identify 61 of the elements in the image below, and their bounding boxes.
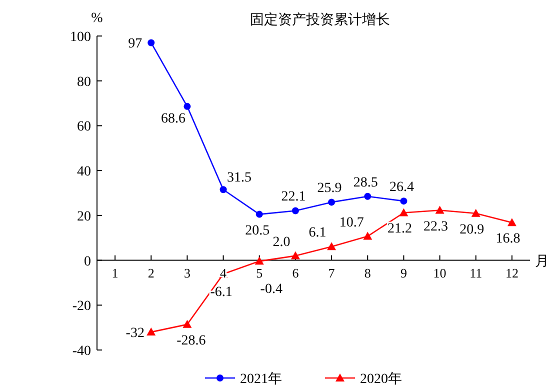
point <box>292 207 299 214</box>
y-tick-label: 20 <box>77 209 91 224</box>
data-label: -0.4 <box>260 282 282 298</box>
y-tick-label: 80 <box>77 74 91 90</box>
point <box>363 232 372 240</box>
data-label: 22.1 <box>281 190 306 205</box>
legend-label: 2020年 <box>360 371 402 387</box>
y-tick-label: 60 <box>77 120 91 135</box>
data-label: -28.6 <box>176 333 206 348</box>
x-tick-label: 9 <box>400 265 407 280</box>
point <box>220 186 227 194</box>
data-label: 20.9 <box>460 222 484 238</box>
point <box>290 251 300 260</box>
point <box>507 218 516 226</box>
x-tick-label: 1 <box>112 265 118 280</box>
y-tick-label: -40 <box>72 344 91 359</box>
point <box>254 256 264 265</box>
y-tick-label: -20 <box>72 299 91 314</box>
y-tick-label: 0 <box>84 254 91 270</box>
chart-title: 固定资产投资累计增长 <box>250 12 390 28</box>
point <box>399 208 408 216</box>
point <box>364 192 372 200</box>
point <box>435 206 444 214</box>
x-tick-label: 2 <box>148 265 154 280</box>
data-label: 28.5 <box>353 175 378 190</box>
point <box>256 210 263 218</box>
data-label: -32 <box>126 326 144 342</box>
point <box>182 320 192 328</box>
x-tick-label: 3 <box>184 265 190 280</box>
data-label: 2.0 <box>272 234 290 250</box>
legend-label: 2021年 <box>240 371 282 387</box>
data-label: 68.6 <box>160 111 186 126</box>
x-tick-label: 7 <box>328 265 336 280</box>
x-tick-label: 6 <box>292 265 300 280</box>
data-label: 16.8 <box>496 232 520 247</box>
y-tick-label: 100 <box>70 30 91 45</box>
data-label: 97 <box>128 36 142 52</box>
data-label: 31.5 <box>227 170 252 186</box>
y-tick-label: 40 <box>77 164 91 180</box>
x-tick-label: 11 <box>470 265 482 280</box>
x-tick-label: 10 <box>433 265 446 280</box>
x-tick-label: 8 <box>364 265 371 280</box>
data-label: 21.2 <box>387 222 412 237</box>
data-label: 10.7 <box>339 215 364 230</box>
data-label: 6.1 <box>308 226 326 241</box>
point <box>184 102 191 110</box>
x-tick-label: 5 <box>256 265 263 280</box>
data-label: 25.9 <box>317 181 342 196</box>
data-label: -6.1 <box>210 284 232 300</box>
x-tick-label: 12 <box>505 265 518 280</box>
point <box>148 39 155 46</box>
data-label: 20.5 <box>245 223 270 238</box>
point <box>327 242 336 250</box>
point <box>328 198 336 206</box>
point <box>400 198 408 205</box>
y-axis-title: % <box>91 11 104 26</box>
point <box>146 328 156 336</box>
data-label: 26.4 <box>389 180 414 196</box>
x-axis-title: 月 <box>535 254 549 270</box>
point <box>471 208 480 217</box>
data-label: 22.3 <box>424 219 448 234</box>
